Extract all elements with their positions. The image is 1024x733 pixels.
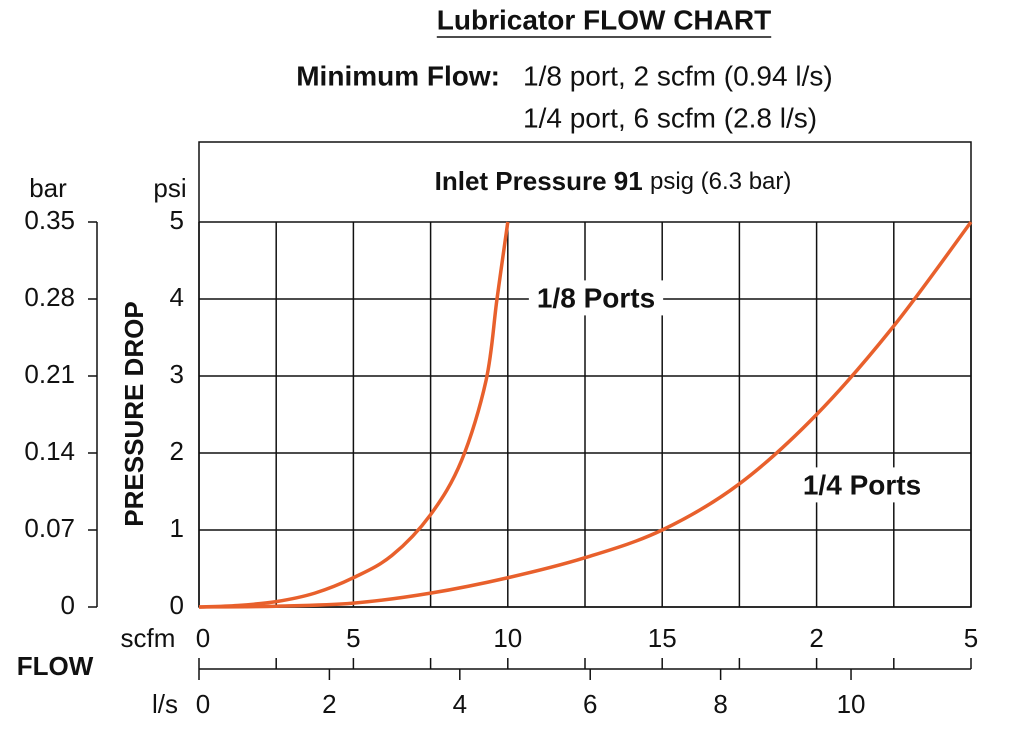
x2-tick-label: 4	[453, 689, 467, 719]
y-tick-label: 0	[170, 590, 184, 620]
subtitle-line: 1/8 port, 2 scfm (0.94 l/s)	[523, 60, 833, 91]
x2-tick-label: 6	[583, 689, 597, 719]
x-tick-label: 0	[196, 623, 210, 653]
series-label: 1/8 Ports	[537, 282, 655, 313]
series-line	[198, 220, 973, 609]
annotation-bold: Inlet Pressure 91	[435, 166, 643, 196]
y-tick-label: 5	[170, 205, 184, 235]
x-tick-label: 15	[648, 623, 677, 653]
annotation: Inlet Pressure 91 psig (6.3 bar)	[435, 166, 792, 196]
label-background	[528, 280, 664, 316]
y-tick-label: 3	[170, 359, 184, 389]
x-axis-title: FLOW	[17, 651, 94, 681]
y-tick-label: 1	[170, 513, 184, 543]
x-tick-label: 2	[809, 623, 823, 653]
chart-title: Lubricator FLOW CHART	[437, 4, 771, 35]
y-axis-title: PRESSURE DROP	[119, 301, 149, 526]
x2-unit: l/s	[152, 689, 178, 719]
y-tick-label: 4	[170, 282, 184, 312]
x2-tick-label: 10	[837, 689, 866, 719]
subtitle-label: Minimum Flow:	[296, 60, 500, 91]
y2-tick-label: 0.28	[24, 282, 75, 312]
x2-tick-label: 0	[196, 689, 210, 719]
x2-tick-label: 2	[322, 689, 336, 719]
x-tick-label: 10	[493, 623, 522, 653]
x-tick-label: 5	[964, 623, 978, 653]
x2-tick-label: 8	[713, 689, 727, 719]
series-line	[198, 221, 510, 609]
y2-unit: bar	[29, 173, 67, 203]
series-label: 1/4 Ports	[803, 469, 921, 500]
y2-tick-label: 0.35	[24, 205, 75, 235]
y2-tick-label: 0.14	[24, 436, 75, 466]
y-tick-label: 2	[170, 436, 184, 466]
label-background	[794, 467, 930, 503]
x-tick-label: 5	[346, 623, 360, 653]
x-unit: scfm	[121, 623, 176, 653]
y2-tick-label: 0.07	[24, 513, 75, 543]
y-unit: psi	[153, 173, 186, 203]
y2-tick-label: 0	[61, 590, 75, 620]
subtitle-line: 1/4 port, 6 scfm (2.8 l/s)	[523, 102, 817, 133]
annotation-normal: psig (6.3 bar)	[650, 168, 791, 195]
y2-tick-label: 0.21	[24, 359, 75, 389]
